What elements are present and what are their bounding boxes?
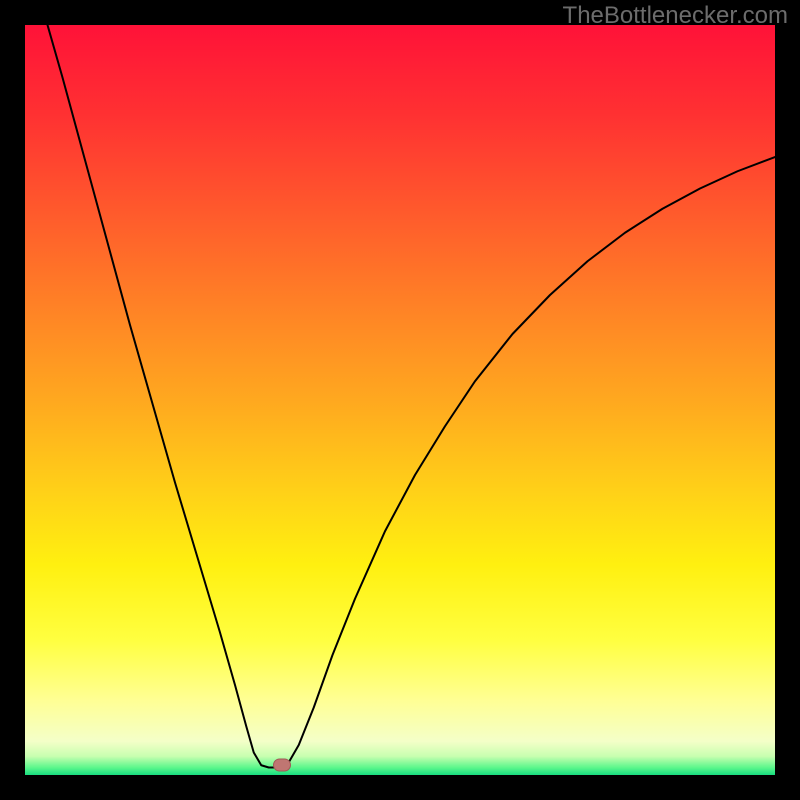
watermark-text: TheBottlenecker.com — [563, 2, 788, 30]
plot-area — [25, 25, 775, 775]
bottleneck-curve — [48, 25, 776, 768]
optimal-point-marker — [273, 759, 291, 772]
chart-curve-layer — [25, 25, 775, 775]
